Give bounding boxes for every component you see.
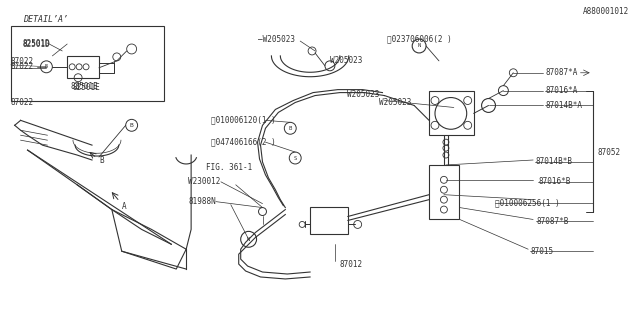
Text: FIG. 361-1: FIG. 361-1 [206, 164, 252, 172]
Text: B: B [289, 126, 292, 131]
Text: N: N [417, 44, 420, 49]
Text: 82501E: 82501E [70, 82, 98, 91]
Text: 82501D: 82501D [22, 38, 51, 48]
Text: 81988N: 81988N [188, 197, 216, 206]
Text: 87052: 87052 [598, 148, 621, 156]
Text: Ⓝ023706006(2 ): Ⓝ023706006(2 ) [387, 35, 452, 44]
Text: B: B [130, 123, 134, 128]
Text: W205023: W205023 [380, 98, 412, 107]
Text: 87016*A: 87016*A [545, 86, 577, 95]
Text: DETAIL’A’: DETAIL’A’ [22, 15, 68, 24]
Text: Ⓢ047406166(2 ): Ⓢ047406166(2 ) [211, 138, 276, 147]
Text: 87012: 87012 [340, 260, 363, 268]
Text: 87022: 87022 [11, 57, 34, 66]
Text: A: A [122, 202, 126, 211]
Text: B: B [45, 64, 48, 69]
Text: 87014B*B: 87014B*B [535, 157, 572, 166]
Text: —W205023: —W205023 [258, 35, 295, 44]
Text: Ⓑ010006120(1 ): Ⓑ010006120(1 ) [211, 116, 276, 125]
Text: W230012: W230012 [189, 177, 221, 186]
Text: 87022: 87022 [11, 62, 34, 71]
Text: Ⓑ010006256(1 ): Ⓑ010006256(1 ) [495, 198, 560, 207]
Text: 82501D: 82501D [22, 39, 51, 49]
Bar [11, 26, 164, 100]
Text: 82501E: 82501E [72, 83, 100, 92]
Text: 87014B*A: 87014B*A [545, 101, 582, 110]
Text: A880001012: A880001012 [583, 7, 629, 16]
Text: 87087*B: 87087*B [536, 217, 568, 226]
Text: 87016*B: 87016*B [538, 177, 570, 186]
Text: 87022: 87022 [11, 98, 34, 107]
Text: 87087*A: 87087*A [545, 68, 577, 77]
Text: B: B [99, 156, 104, 164]
Bar [429, 165, 459, 220]
Text: N: N [247, 237, 250, 242]
Text: 87015: 87015 [530, 247, 554, 256]
Bar [429, 91, 474, 135]
Text: W205023: W205023 [330, 56, 362, 65]
Bar [67, 56, 99, 78]
Bar [310, 207, 348, 234]
Text: S: S [294, 156, 297, 161]
Text: W205023: W205023 [347, 90, 380, 99]
Bar [99, 63, 114, 73]
